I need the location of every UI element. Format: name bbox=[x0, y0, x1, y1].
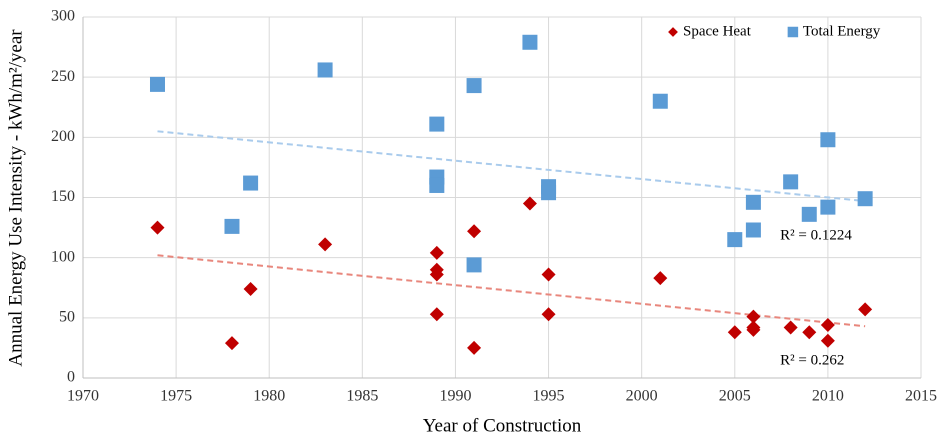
x-tick-label: 1985 bbox=[346, 388, 378, 405]
point bbox=[522, 196, 537, 211]
y-tick-label: 100 bbox=[51, 248, 75, 265]
point bbox=[783, 320, 798, 335]
point bbox=[745, 222, 761, 238]
point bbox=[727, 325, 742, 340]
point bbox=[745, 194, 761, 210]
point bbox=[224, 218, 240, 234]
point bbox=[467, 224, 482, 239]
point bbox=[652, 93, 668, 109]
legend-marker bbox=[668, 27, 678, 37]
point bbox=[317, 62, 333, 78]
point bbox=[522, 34, 538, 50]
point bbox=[820, 199, 836, 215]
point bbox=[541, 185, 557, 201]
point bbox=[466, 78, 482, 94]
point bbox=[746, 309, 761, 324]
x-tick-label: 1970 bbox=[67, 388, 99, 405]
point bbox=[820, 318, 835, 333]
point bbox=[243, 175, 259, 191]
x-tick-label: 2000 bbox=[626, 388, 658, 405]
point bbox=[149, 76, 165, 92]
point bbox=[429, 307, 444, 322]
x-tick-label: 2005 bbox=[719, 388, 751, 405]
point bbox=[150, 220, 165, 235]
point bbox=[820, 333, 835, 348]
point bbox=[243, 281, 258, 296]
trendline bbox=[157, 254, 866, 328]
legend-marker bbox=[787, 26, 799, 38]
point bbox=[653, 271, 668, 286]
r-squared-label: R² = 0.262 bbox=[780, 353, 844, 369]
point bbox=[541, 307, 556, 322]
y-tick-label: 200 bbox=[51, 128, 75, 145]
point bbox=[429, 245, 444, 260]
x-tick-label: 2015 bbox=[905, 388, 937, 405]
point bbox=[541, 267, 556, 282]
legend-label: Total Energy bbox=[803, 23, 881, 39]
legend-label: Space Heat bbox=[683, 23, 752, 39]
point bbox=[746, 322, 761, 337]
point bbox=[801, 206, 817, 222]
point bbox=[467, 340, 482, 355]
y-tick-label: 250 bbox=[51, 68, 75, 85]
x-tick-label: 1995 bbox=[533, 388, 565, 405]
point bbox=[858, 302, 873, 317]
point bbox=[857, 191, 873, 207]
point bbox=[783, 174, 799, 190]
x-tick-label: 1980 bbox=[253, 388, 285, 405]
x-tick-label: 1975 bbox=[160, 388, 192, 405]
x-axis-title: Year of Construction bbox=[423, 415, 582, 436]
point bbox=[727, 232, 743, 248]
x-tick-label: 2010 bbox=[812, 388, 844, 405]
point bbox=[318, 237, 333, 252]
point bbox=[224, 336, 239, 351]
point bbox=[466, 257, 482, 273]
r-squared-label: R² = 0.1224 bbox=[780, 228, 852, 244]
trendline bbox=[157, 130, 866, 203]
x-tick-label: 1990 bbox=[439, 388, 471, 405]
y-axis-title: Annual Energy Use Intensity - kWh/m²/yea… bbox=[5, 29, 26, 367]
y-tick-label: 50 bbox=[59, 309, 75, 326]
point bbox=[820, 132, 836, 148]
point bbox=[429, 267, 444, 282]
y-tick-label: 300 bbox=[51, 8, 75, 25]
point bbox=[802, 325, 817, 340]
point bbox=[429, 177, 445, 193]
y-tick-label: 0 bbox=[67, 369, 75, 386]
y-tick-label: 150 bbox=[51, 188, 75, 205]
point bbox=[429, 116, 445, 132]
